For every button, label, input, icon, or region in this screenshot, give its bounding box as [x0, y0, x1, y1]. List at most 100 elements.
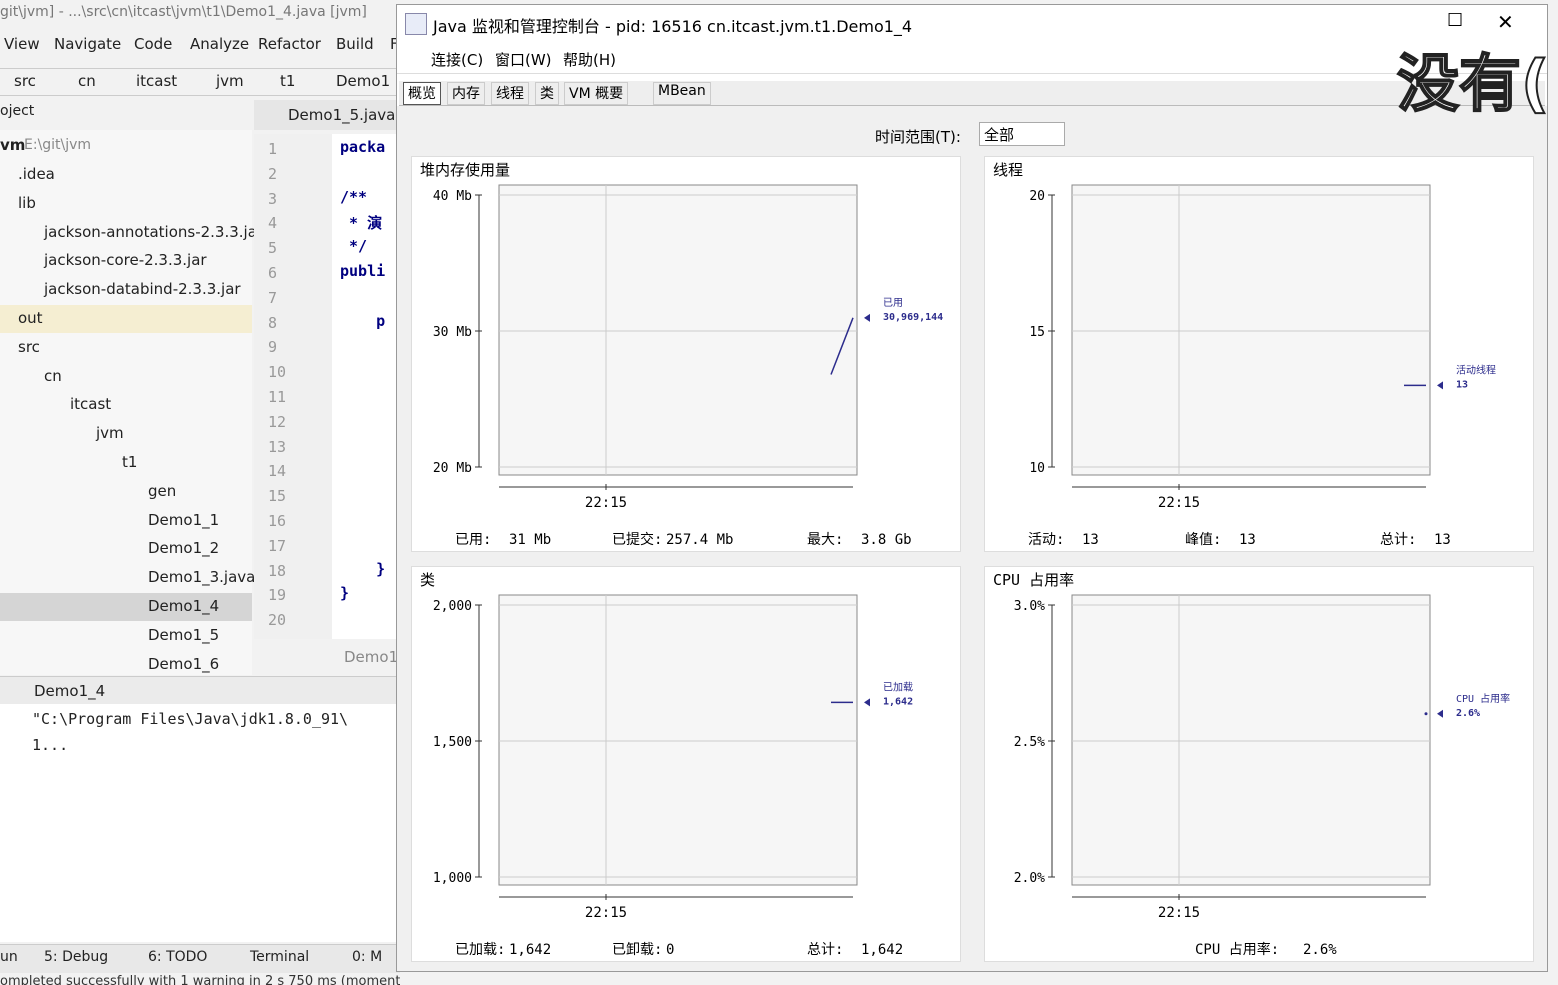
- tool-tab[interactable]: un: [0, 949, 18, 965]
- tree-item[interactable]: Demo1_3.java: [148, 568, 256, 587]
- y-tick-label: 2.5%: [1014, 735, 1045, 750]
- tab[interactable]: VM 概要: [564, 82, 629, 105]
- tool-tab[interactable]: 5: Debug: [44, 949, 109, 965]
- tree-root-path: E:\git\jvm: [24, 137, 92, 153]
- breadcrumb-item[interactable]: Demo1: [336, 72, 391, 90]
- stat-value: 257.4 Mb: [666, 532, 733, 548]
- ide-title: git\jvm] - ...\src\cn\itcast\jvm\t1\Demo…: [0, 4, 367, 20]
- tool-window-bar: un 5: Debug 6: TODO Terminal 0: M: [0, 944, 400, 973]
- tab[interactable]: 线程: [491, 82, 529, 105]
- menu-item[interactable]: 连接(C): [431, 51, 484, 69]
- stat-value: 0: [666, 942, 674, 958]
- menu-item[interactable]: Analyze: [190, 35, 250, 53]
- tree-item[interactable]: Demo1_6: [148, 654, 220, 673]
- code-line: p: [340, 311, 386, 330]
- line-number: 4: [268, 214, 278, 233]
- tree-item[interactable]: gen: [148, 481, 177, 500]
- breadcrumb-item[interactable]: src: [14, 72, 36, 90]
- value-label: 2.6%: [1456, 708, 1480, 719]
- tree-root: vm: [0, 136, 26, 154]
- tree-item[interactable]: Demo1_2: [148, 539, 220, 558]
- tab[interactable]: 内存: [447, 82, 485, 105]
- x-tick-label: 22:15: [585, 495, 627, 511]
- tree-item[interactable]: out: [18, 309, 43, 327]
- stat-label: 已卸载:: [612, 942, 662, 958]
- tree-item[interactable]: Demo1_1: [148, 510, 220, 529]
- stat-label: 总计:: [1380, 532, 1416, 548]
- menu-item[interactable]: Build: [336, 35, 374, 53]
- tree-item[interactable]: lib: [18, 193, 36, 212]
- code-line: publi: [340, 262, 386, 280]
- breadcrumb-item[interactable]: cn: [78, 72, 96, 90]
- value-marker: [1437, 709, 1443, 718]
- menu-item[interactable]: Refactor: [258, 35, 321, 53]
- series-line: [830, 317, 854, 375]
- tree-item[interactable]: jackson-databind-2.3.3.jar: [44, 280, 241, 299]
- menu-item[interactable]: 帮助(H): [563, 51, 616, 69]
- tool-tab[interactable]: 6: TODO: [148, 949, 208, 965]
- tab[interactable]: MBean: [653, 82, 711, 105]
- maximize-button[interactable]: ☐: [1447, 10, 1464, 31]
- tool-tab[interactable]: Terminal: [250, 949, 310, 965]
- tree-item[interactable]: cn: [44, 366, 62, 385]
- close-button[interactable]: ✕: [1497, 10, 1514, 34]
- ide-window: git\jvm] - ...\src\cn\itcast\jvm\t1\Demo…: [0, 0, 400, 985]
- breadcrumb-item[interactable]: itcast: [136, 72, 178, 90]
- time-range-select[interactable]: 全部: [979, 122, 1065, 146]
- run-tab[interactable]: Demo1_4: [0, 676, 400, 704]
- tab[interactable]: 概览: [403, 82, 441, 105]
- project-label[interactable]: oject: [0, 103, 35, 119]
- tree-item[interactable]: Demo1_4: [148, 597, 220, 615]
- window-title: Java 监视和管理控制台 - pid: 16516 cn.itcast.jvm…: [433, 17, 913, 36]
- y-tick-label: 2.0%: [1014, 871, 1045, 886]
- breadcrumb-item[interactable]: jvm: [216, 72, 244, 90]
- code-line: /**: [340, 187, 368, 206]
- y-tick-label: 40 Mb: [433, 189, 472, 204]
- stat-value: 13: [1082, 532, 1099, 548]
- status-bar: ompleted successfully with 1 warning in …: [0, 974, 400, 985]
- output-line: 1...: [32, 736, 69, 754]
- menu-item[interactable]: Navigate: [54, 35, 122, 53]
- app-icon: [405, 13, 427, 35]
- stat-label: 最大:: [807, 532, 843, 548]
- tree-item[interactable]: jackson-core-2.3.3.jar: [44, 251, 207, 270]
- menu-item[interactable]: F: [390, 35, 399, 53]
- tree-item[interactable]: src: [18, 337, 40, 356]
- tree-item[interactable]: jvm: [96, 424, 124, 443]
- y-tick-label: 15: [1029, 325, 1045, 340]
- line-number: 5: [268, 239, 278, 258]
- line-number: 10: [268, 363, 287, 382]
- line-number: 16: [268, 512, 287, 530]
- chart-title: 线程: [993, 161, 1023, 179]
- tool-tab[interactable]: 0: M: [352, 949, 383, 965]
- tree-item[interactable]: t1: [122, 453, 138, 471]
- line-number: 9: [268, 338, 278, 357]
- legend-name: CPU 占用率: [1456, 692, 1510, 705]
- x-tick-label: 22:15: [1158, 495, 1200, 511]
- tree-item[interactable]: Demo1_5: [148, 625, 220, 644]
- output-line: "C:\Program Files\Java\jdk1.8.0_91\: [32, 710, 349, 728]
- code-area: packa /** * 演 */ publi p }}: [332, 134, 400, 639]
- plot-area: [498, 184, 858, 476]
- line-number: 3: [268, 189, 278, 208]
- menu-item[interactable]: Code: [134, 35, 173, 53]
- stat-label: 已加载:: [455, 942, 505, 958]
- breadcrumb-item[interactable]: t1: [280, 72, 296, 90]
- plot-area: [1071, 184, 1431, 476]
- code-line: packa: [340, 138, 386, 156]
- tab[interactable]: 类: [535, 82, 559, 105]
- tree-item[interactable]: itcast: [70, 395, 112, 414]
- chart-panel: CPU 占用率 22:15 2.0% 2.5% 3.0% CPU 占用率 2.6% CPU 占…: [984, 566, 1534, 962]
- chart: CPU 占用率 22:15 2.0% 2.5% 3.0% CPU 占用率 2.6% CPU 占…: [993, 571, 1510, 958]
- menu-item[interactable]: 窗口(W): [495, 51, 552, 69]
- code-line: * 演: [340, 214, 383, 233]
- editor-tab[interactable]: Demo1_5.java: [254, 100, 400, 130]
- tree-item[interactable]: .idea: [18, 165, 55, 183]
- menu-item[interactable]: View: [4, 35, 40, 53]
- y-tick-label: 1,000: [433, 871, 472, 886]
- tree-item[interactable]: jackson-annotations-2.3.3.jar: [44, 222, 264, 241]
- code-line: */: [340, 237, 368, 256]
- plot-area: [498, 594, 858, 886]
- y-tick-label: 3.0%: [1014, 599, 1045, 614]
